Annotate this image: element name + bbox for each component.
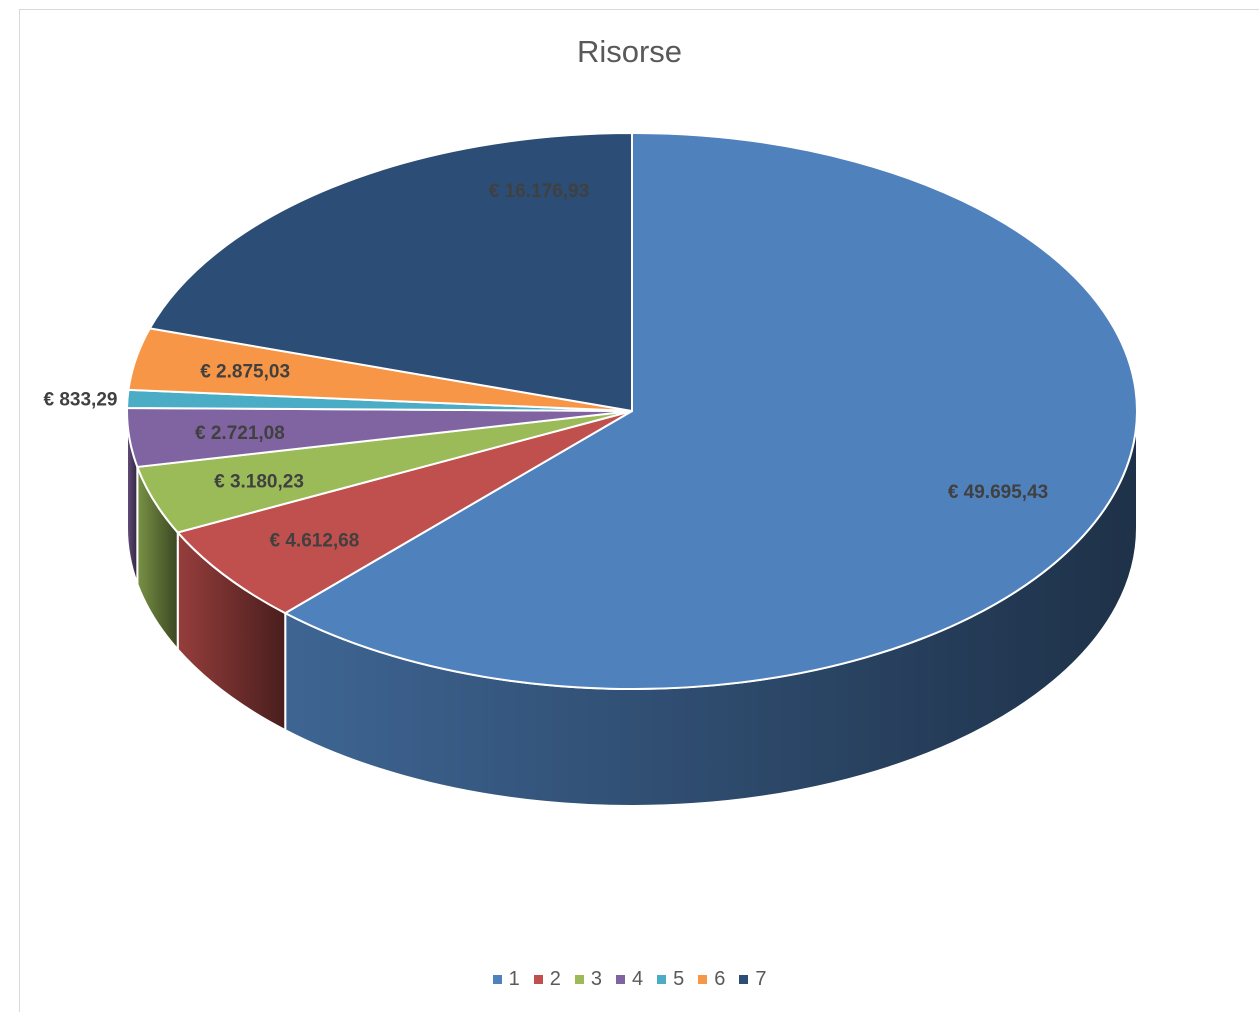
data-label-1: € 49.695,43 xyxy=(948,482,1048,503)
legend-label: 5 xyxy=(673,968,685,990)
data-label-7: € 16.176,93 xyxy=(489,181,589,202)
pie-slice-7 xyxy=(148,131,633,413)
data-label-3: € 3.180,23 xyxy=(214,472,304,493)
legend-label: 2 xyxy=(549,968,561,990)
legend-item-5: 5 xyxy=(657,968,684,991)
legend-item-1: 1 xyxy=(492,968,520,991)
pie-top xyxy=(126,131,1138,690)
legend-item-4: 4 xyxy=(615,968,644,991)
legend-label: 1 xyxy=(508,968,520,990)
legend-label: 7 xyxy=(755,968,767,990)
chart-frame xyxy=(19,9,1259,1012)
data-label-6: € 2.875,03 xyxy=(200,361,290,382)
legend: 1 2 3 4 5 6 7 xyxy=(0,968,1259,991)
legend-swatch xyxy=(533,975,543,984)
legend-swatch xyxy=(698,975,708,984)
legend-label: 3 xyxy=(590,968,602,990)
pie-slice-1 xyxy=(283,131,1138,690)
legend-label: 4 xyxy=(631,968,644,990)
legend-swatch xyxy=(492,975,502,984)
data-label-5: € 833,29 xyxy=(44,390,118,411)
legend-swatch xyxy=(657,975,667,984)
legend-item-7: 7 xyxy=(739,968,766,991)
data-label-2: € 4.612,68 xyxy=(270,530,360,551)
data-label-4: € 2.721,08 xyxy=(195,423,285,444)
chart-title: Risorse xyxy=(576,34,683,69)
legend-swatch xyxy=(615,975,625,984)
pie-slice-2 xyxy=(175,410,633,615)
data-labels: € 49.695,43 € 4.612,68 € 3.180,23 € 2.721,0… xyxy=(44,181,1049,551)
legend-item-2: 2 xyxy=(533,968,561,991)
legend-swatch xyxy=(739,975,749,984)
legend-item-3: 3 xyxy=(574,968,602,991)
legend-label: 6 xyxy=(714,968,726,990)
legend-item-6: 6 xyxy=(698,968,725,991)
legend-swatch xyxy=(574,975,584,984)
